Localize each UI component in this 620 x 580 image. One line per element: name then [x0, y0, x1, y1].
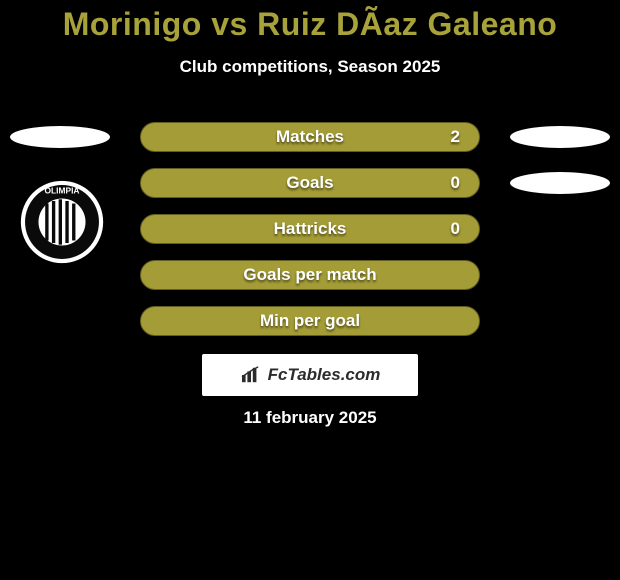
stat-bar: [140, 260, 480, 290]
stat-rows: Matches2Goals0Hattricks0Goals per matchM…: [0, 122, 620, 352]
stat-bar: [140, 214, 480, 244]
stat-row: Goals0: [0, 168, 620, 214]
comparison-infographic: Morinigo vs Ruiz DÃ­az Galeano Club comp…: [0, 0, 620, 580]
player-avatar-right: [510, 172, 610, 194]
footer-date: 11 february 2025: [0, 408, 620, 428]
player-avatar-left: [10, 126, 110, 148]
stat-bar: [140, 122, 480, 152]
subtitle: Club competitions, Season 2025: [0, 57, 620, 77]
page-title: Morinigo vs Ruiz DÃ­az Galeano: [0, 0, 620, 43]
stat-row: Matches2: [0, 122, 620, 168]
stat-row: Min per goal: [0, 306, 620, 352]
stat-value-right: 0: [451, 214, 460, 244]
stat-value-right: 0: [451, 168, 460, 198]
watermark-text: FcTables.com: [268, 365, 381, 385]
stat-bar: [140, 168, 480, 198]
player-avatar-right: [510, 126, 610, 148]
bar-chart-icon: [240, 366, 262, 384]
stat-row: Hattricks0: [0, 214, 620, 260]
stat-bar: [140, 306, 480, 336]
stat-value-right: 2: [451, 122, 460, 152]
watermark: FcTables.com: [202, 354, 418, 396]
stat-row: Goals per match: [0, 260, 620, 306]
